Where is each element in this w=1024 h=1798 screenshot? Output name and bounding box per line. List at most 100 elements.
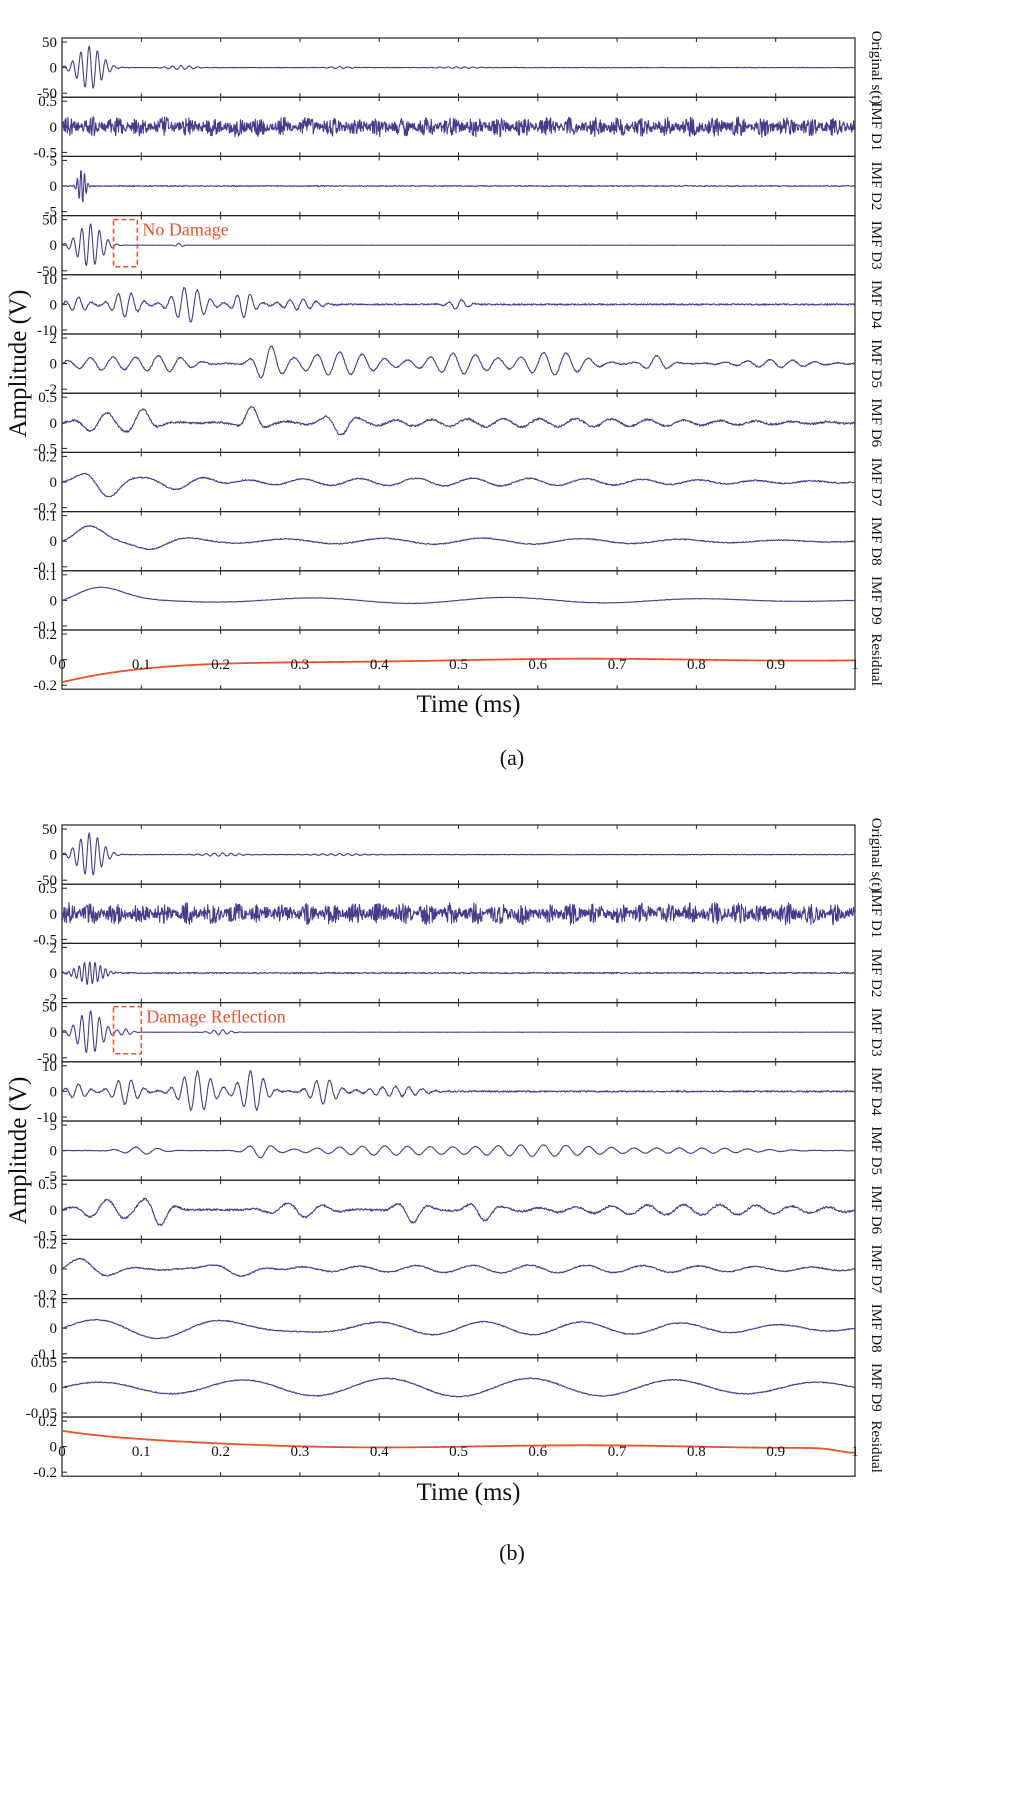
imf-series-line xyxy=(61,1318,856,1340)
panel-5: 10 0 -10 IMF D4 xyxy=(37,272,884,339)
panel-10: 0.1 0 -0.1 IMF D9 xyxy=(33,568,884,635)
imf-series-line xyxy=(61,524,856,551)
panel-label: IMF D4 xyxy=(868,280,884,329)
y-tick-label: 0.5 xyxy=(38,390,57,406)
y-tick-label: -0.2 xyxy=(33,678,57,694)
x-tick-label: 0 xyxy=(58,657,66,673)
x-tick-label: 0.3 xyxy=(291,657,310,673)
panel-label: IMF D5 xyxy=(868,1126,884,1175)
panel-label: IMF D6 xyxy=(868,398,884,447)
y-tick-label: 0 xyxy=(50,297,58,313)
imf-series-line xyxy=(61,345,856,379)
annotation-box xyxy=(112,1005,143,1055)
x-tick-label: 0.9 xyxy=(766,657,785,673)
x-tick-label: 0.1 xyxy=(132,657,151,673)
y-tick-label: -10 xyxy=(37,323,57,339)
annotation-label: Damage Reflection xyxy=(146,1007,285,1027)
y-tick-label: 0 xyxy=(50,357,58,373)
y-tick-label: -0.2 xyxy=(33,1288,57,1304)
x-tick-label: 0.4 xyxy=(370,1444,389,1460)
x-tick-label: 0.3 xyxy=(291,1444,310,1460)
y-tick-label: -0.1 xyxy=(33,560,57,576)
annotation-box xyxy=(112,218,139,268)
imf-series-line xyxy=(61,902,856,926)
y-tick-label: 2 xyxy=(50,331,58,347)
panel-label: Original s(t) xyxy=(868,31,884,105)
y-tick-label: 0.1 xyxy=(38,1296,57,1312)
panel-5: 10 0 -10 IMF D4 xyxy=(37,1059,884,1126)
imf-series-line xyxy=(61,472,856,498)
annotation-label: No Damage xyxy=(142,220,228,240)
y-tick-label: -0.1 xyxy=(33,619,57,635)
y-tick-label: 0.2 xyxy=(38,1236,57,1252)
y-tick-label: 0.2 xyxy=(38,1414,57,1430)
panel-label: IMF D3 xyxy=(868,221,884,270)
y-tick-label: -50 xyxy=(37,86,57,102)
y-tick-label: 5 xyxy=(50,1118,58,1134)
imf-series-line xyxy=(61,1197,856,1227)
y-tick-label: 0.1 xyxy=(38,568,57,584)
residual-line xyxy=(61,657,856,684)
x-tick-label: 0.9 xyxy=(766,1444,785,1460)
y-tick-label: -0.1 xyxy=(33,1347,57,1363)
x-tick-label: 0.7 xyxy=(608,657,627,673)
y-tick-label: 0 xyxy=(50,238,58,254)
panel-label: Original s(t) xyxy=(868,818,884,892)
x-tick-label: 0.5 xyxy=(449,657,468,673)
y-tick-label: 10 xyxy=(42,272,57,288)
y-tick-label: -2 xyxy=(45,382,58,398)
panel-10: 0.05 0 -0.05 IMF D9 xyxy=(26,1355,884,1422)
y-tick-label: 50 xyxy=(42,822,57,838)
imf-series-line xyxy=(61,45,856,89)
y-tick-label: 0 xyxy=(50,1144,58,1160)
y-tick-label: 0 xyxy=(50,534,58,550)
x-tick-label: 0.2 xyxy=(211,1444,230,1460)
y-tick-label: -0.05 xyxy=(26,1406,57,1422)
panel-3: 2 0 -2 IMF D2 xyxy=(45,940,885,1007)
imf-series-line xyxy=(61,832,856,876)
panel-label: IMF D4 xyxy=(868,1067,884,1116)
panel-label: IMF D6 xyxy=(868,1185,884,1234)
x-tick-label: 0.7 xyxy=(608,1444,627,1460)
panel-4: 50 0 -50 IMF D3 xyxy=(37,213,884,280)
imf-series-line xyxy=(61,1010,856,1054)
imf-series-line xyxy=(61,1377,856,1398)
panel-label: IMF D8 xyxy=(868,517,884,566)
y-axis-label: Amplitude (V) xyxy=(5,290,32,438)
panel-3: 5 0 -5 IMF D2 xyxy=(45,153,885,220)
panel-label: IMF D8 xyxy=(868,1304,884,1353)
panel-frame xyxy=(61,1357,856,1418)
panel-7: 0.5 0 -0.5 IMF D6 xyxy=(33,390,884,457)
y-tick-label: 0.2 xyxy=(38,449,57,465)
panel-label: IMF D9 xyxy=(868,576,884,625)
y-tick-label: 50 xyxy=(42,35,57,51)
x-tick-label: 0 xyxy=(58,1444,66,1460)
figure-caption: (a) xyxy=(500,745,524,770)
panel-label: IMF D2 xyxy=(868,949,884,998)
imf-series-line xyxy=(61,286,856,323)
panel-9: 0.1 0 -0.1 IMF D8 xyxy=(33,509,884,576)
imf-series-line xyxy=(61,961,856,985)
panel-2: 0.5 0 -0.5 IMF D1 xyxy=(33,881,884,948)
panel-9: 0.1 0 -0.1 IMF D8 xyxy=(33,1296,884,1363)
imf-series-line xyxy=(61,170,856,203)
y-axis-label: Amplitude (V) xyxy=(5,1077,32,1225)
imf-series-line xyxy=(61,1144,856,1159)
imf-series-line xyxy=(61,116,856,138)
y-tick-label: -0.5 xyxy=(33,1228,57,1244)
y-tick-label: 0.05 xyxy=(31,1355,57,1371)
y-tick-label: -2 xyxy=(45,992,58,1008)
imf-series-line xyxy=(61,586,856,605)
y-tick-label: -0.2 xyxy=(33,501,57,517)
y-tick-label: 2 xyxy=(50,940,58,956)
x-tick-label: 1 xyxy=(851,657,859,673)
y-tick-label: 0 xyxy=(50,1025,58,1041)
y-tick-label: 0.5 xyxy=(38,881,57,897)
y-tick-label: -0.2 xyxy=(33,1465,57,1481)
panel-label: IMF D7 xyxy=(868,1245,884,1294)
y-tick-label: 0 xyxy=(50,1262,58,1278)
